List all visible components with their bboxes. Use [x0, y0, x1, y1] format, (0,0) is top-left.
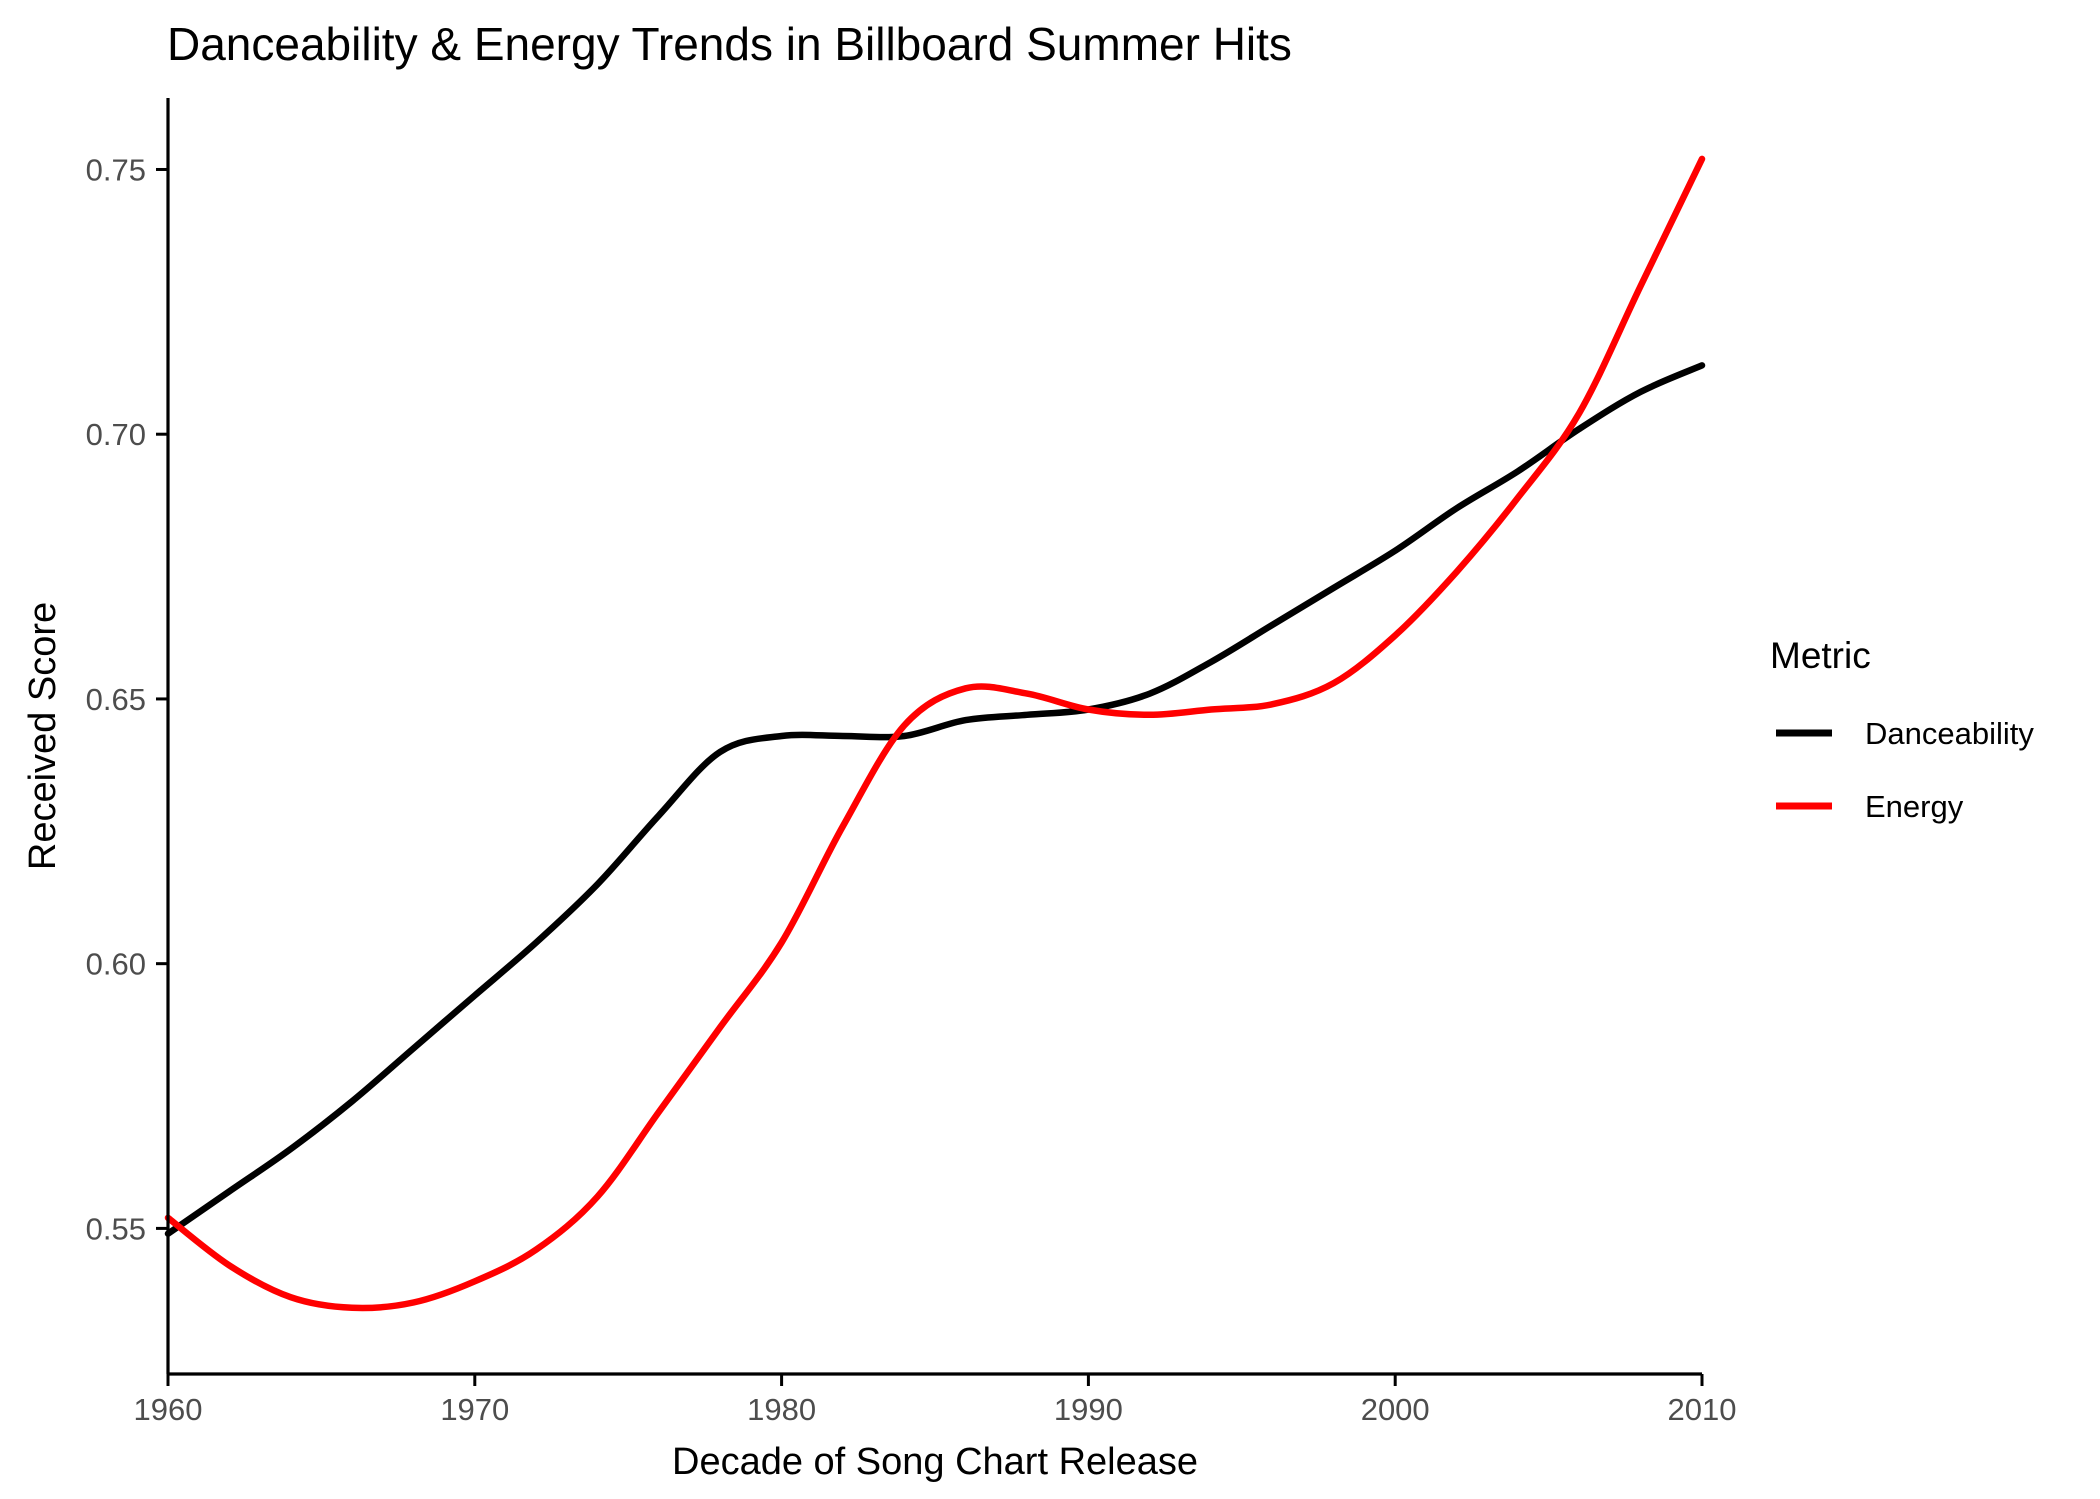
y-tick-label-0.65: 0.65 [86, 682, 146, 717]
x-tick-label-2010: 2010 [1668, 1392, 1737, 1427]
legend-label-danceability: Danceability [1865, 716, 2034, 751]
x-tick-label-2000: 2000 [1361, 1392, 1430, 1427]
legend-item-danceability: Danceability [1776, 716, 2034, 751]
x-tick-label-1980: 1980 [747, 1392, 816, 1427]
series-layer [164, 155, 1706, 1312]
y-tick-label-0.60: 0.60 [86, 947, 146, 982]
y-axis-title: Received Score [22, 602, 64, 870]
y-tick-label-0.75: 0.75 [86, 152, 146, 187]
x-tick-label-1970: 1970 [440, 1392, 509, 1427]
x-tick-label-1990: 1990 [1054, 1392, 1123, 1427]
legend-title: Metric [1770, 635, 1871, 676]
legend: Metric Danceability Energy [1770, 635, 2034, 824]
series-line-energy [164, 155, 1706, 1312]
y-axis-ticks: 0.55 0.60 0.65 0.70 0.75 [86, 152, 168, 1246]
legend-item-energy: Energy [1776, 789, 1964, 824]
y-tick-label-0.55: 0.55 [86, 1211, 146, 1246]
plot-area: 1960 1970 1980 1990 2000 2010 0.55 0.60 0.65 0.7… [86, 98, 1737, 1427]
x-axis-title: Decade of Song Chart Release [672, 1441, 1198, 1483]
series-line-danceability [164, 362, 1706, 1237]
y-tick-label-0.70: 0.70 [86, 417, 146, 452]
legend-label-energy: Energy [1865, 789, 1964, 824]
x-tick-label-1960: 1960 [134, 1392, 203, 1427]
chart-title: Danceability & Energy Trends in Billboar… [167, 18, 1292, 70]
x-axis-ticks: 1960 1970 1980 1990 2000 2010 [134, 1374, 1737, 1427]
